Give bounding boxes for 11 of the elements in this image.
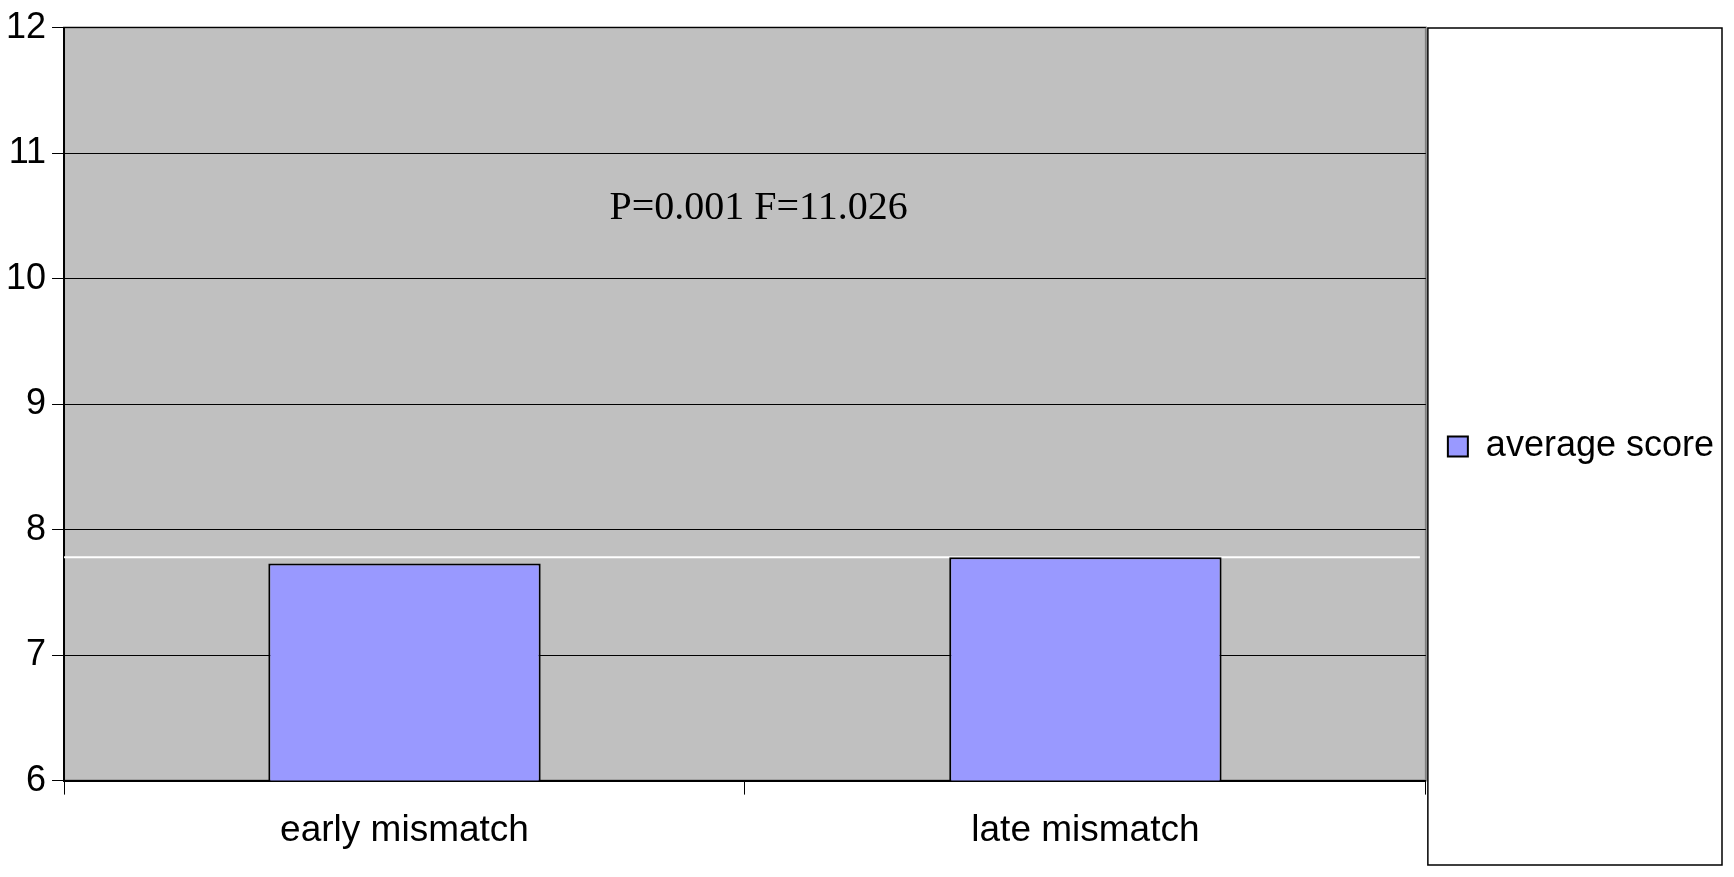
x-tick-label: late mismatch — [971, 808, 1200, 849]
y-tick-label: 6 — [26, 757, 47, 799]
y-tick-label: 9 — [26, 381, 47, 423]
annotation: P=0.001 F=11.026 — [609, 182, 908, 228]
x-tick-label: early mismatch — [280, 808, 529, 849]
y-tick-label: 10 — [6, 255, 47, 297]
legend-label: average score — [1485, 423, 1715, 465]
y-tick-label: 11 — [8, 130, 47, 172]
y-tick-label: 7 — [26, 632, 47, 674]
y-tick-label: 12 — [6, 4, 47, 46]
y-tick-label: 8 — [26, 506, 47, 548]
